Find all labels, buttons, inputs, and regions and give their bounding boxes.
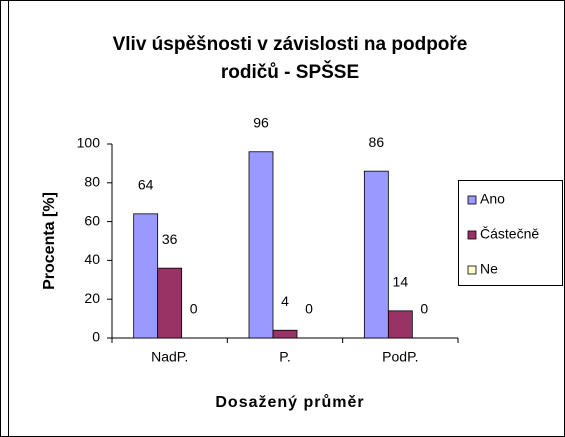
data-label: 86 [369, 134, 385, 150]
legend-label: Ano [480, 191, 505, 207]
bar [248, 151, 274, 339]
data-label: 14 [393, 274, 409, 290]
chart-title: rodičů - SPŠSE [221, 61, 359, 83]
y-tick-label: 80 [84, 174, 100, 190]
y-tick-label: 60 [84, 212, 100, 228]
data-label: 96 [253, 114, 269, 130]
legend-swatch [467, 265, 477, 275]
x-tick-label: P. [279, 349, 290, 365]
x-tick-label: NadP. [151, 349, 188, 365]
bar [157, 267, 183, 339]
legend-swatch [467, 230, 477, 240]
y-axis-title: Procenta [%] [41, 192, 58, 290]
bar [387, 310, 413, 339]
data-label: 4 [281, 293, 289, 309]
bar [133, 213, 159, 339]
data-label: 0 [190, 301, 198, 317]
y-tick-label: 20 [84, 290, 100, 306]
x-tick-label: PodP. [382, 349, 418, 365]
chart-title: Vliv úspěšnosti v závislosti na podpoře [113, 34, 468, 55]
legend-label: Částečně [480, 226, 539, 242]
legend-label: Ne [480, 261, 498, 277]
data-label: 36 [162, 231, 178, 247]
data-label: 0 [420, 301, 428, 317]
legend-swatch [467, 195, 477, 205]
data-label: 64 [138, 177, 154, 193]
y-tick-label: 0 [92, 329, 100, 345]
y-tick-label: 100 [77, 135, 101, 151]
y-tick-label: 40 [84, 251, 100, 267]
bar [272, 329, 298, 339]
x-axis-title: Dosažený průměr [215, 394, 364, 411]
bar [363, 170, 389, 339]
data-label: 0 [305, 301, 313, 317]
